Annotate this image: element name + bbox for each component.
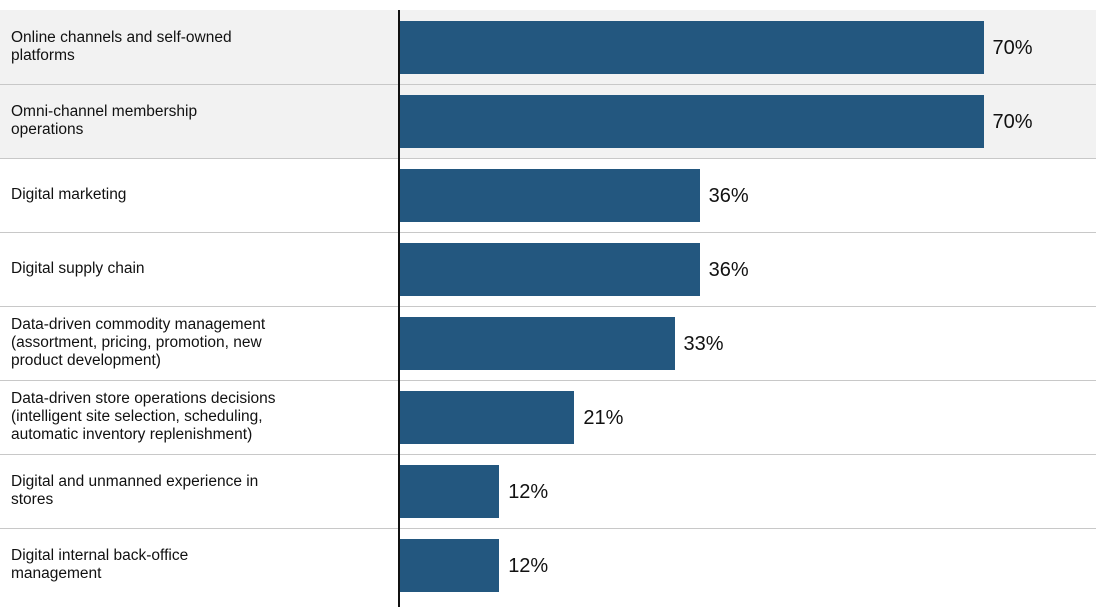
y-axis-line <box>398 10 400 607</box>
bar <box>399 391 575 444</box>
bar <box>399 21 984 74</box>
chart-row: Digital marketing <box>0 158 1096 232</box>
bar-value-label: 36% <box>708 258 749 281</box>
category-label-line: Digital supply chain <box>11 260 145 277</box>
category-label-text: Data-driven store operations decisions (i… <box>11 390 276 444</box>
category-label-text: Digital marketing <box>11 186 126 204</box>
bar-value-label: 12% <box>508 554 549 577</box>
category-label: Online channels and self-owned platforms <box>11 10 371 84</box>
bar-value-label: 12% <box>508 480 549 503</box>
row-separator <box>0 158 1096 159</box>
bar <box>399 317 675 370</box>
category-label: Data-driven store operations decisions (i… <box>11 380 371 454</box>
chart-row: Digital supply chain <box>0 232 1096 306</box>
category-label-text: Data-driven commodity management (assortm… <box>11 316 265 370</box>
category-label-text: Online channels and self-owned platforms <box>11 29 232 65</box>
bar <box>399 539 500 592</box>
category-label-text: Digital and unmanned experience in stores <box>11 473 258 509</box>
bar-value-label: 70% <box>992 36 1033 59</box>
category-label-line: automatic inventory replenishment) <box>11 426 253 443</box>
row-separator <box>0 528 1096 529</box>
category-label: Omni-channel membership operations <box>11 84 371 158</box>
category-label-line: Online channels and self-owned <box>11 29 232 46</box>
category-label-line: product development) <box>11 352 161 369</box>
category-label: Digital internal back-office management <box>11 528 371 602</box>
bar-value-label: 33% <box>683 332 724 355</box>
bar-value-label: 21% <box>583 406 624 429</box>
bar <box>399 169 700 222</box>
category-label-line: Digital and unmanned experience in <box>11 473 259 490</box>
category-label-line: Omni-channel membership <box>11 103 198 120</box>
row-separator <box>0 232 1096 233</box>
bar <box>399 243 700 296</box>
row-separator <box>0 380 1096 381</box>
category-label-line: Data-driven commodity management <box>11 316 266 333</box>
category-label-text: Digital internal back-office management <box>11 547 188 583</box>
category-label-line: Digital internal back-office <box>11 547 189 564</box>
category-label-line: stores <box>11 491 54 508</box>
row-separator <box>0 306 1096 307</box>
bar-value-label: 70% <box>992 110 1033 133</box>
category-label-line: operations <box>11 121 84 138</box>
row-separator <box>0 454 1096 455</box>
category-label-line: management <box>11 565 102 582</box>
chart-row: Data-driven commodity management (assortm… <box>0 306 1096 380</box>
category-label: Digital and unmanned experience in stores <box>11 454 371 528</box>
row-separator <box>0 84 1096 85</box>
category-label: Digital supply chain <box>11 232 371 306</box>
category-label-line: Data-driven store operations decisions <box>11 390 276 407</box>
category-label-text: Digital supply chain <box>11 260 145 278</box>
chart-row: Data-driven store operations decisions (i… <box>0 380 1096 454</box>
bar-value-label: 36% <box>708 184 749 207</box>
category-label-line: Digital marketing <box>11 186 127 203</box>
category-label-line: platforms <box>11 47 75 64</box>
category-label: Data-driven commodity management (assortm… <box>11 306 371 380</box>
category-label-line: (assortment, pricing, promotion, new <box>11 334 262 351</box>
chart-row: Digital internal back-office management <box>0 528 1096 602</box>
category-label-text: Omni-channel membership operations <box>11 103 197 139</box>
chart-row: Digital and unmanned experience in stores <box>0 454 1096 528</box>
category-label-line: (intelligent site selection, scheduling, <box>11 408 263 425</box>
bar <box>399 95 984 148</box>
category-label: Digital marketing <box>11 158 371 232</box>
bar <box>399 465 500 518</box>
